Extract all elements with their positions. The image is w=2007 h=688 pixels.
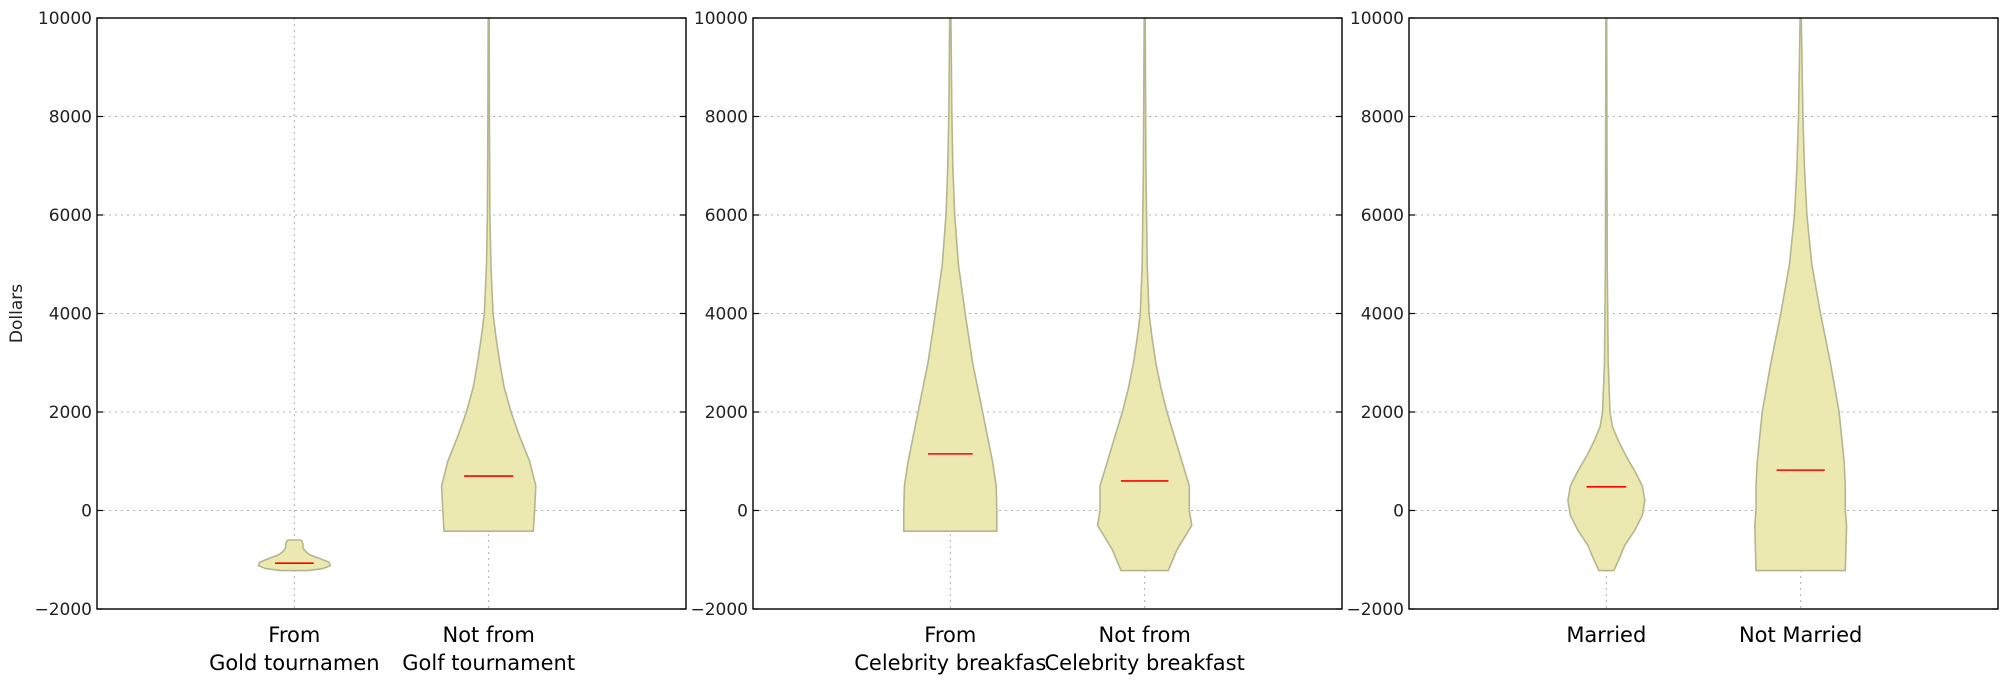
ytick-label: 2000 [49,403,92,423]
category-label-line2: Celebrity breakfas [854,651,1046,675]
category-label-line2: Golf tournament [402,651,575,675]
chart-panel-1: −2000 0 2000 4000 6000 8000 10000 From Gold tour… [7,9,687,675]
ytick-label: −2000 [34,600,92,620]
category-label-line1: Married [1566,623,1646,647]
violin-body [1753,17,1848,572]
ytick-label: 6000 [49,206,92,226]
category-label-line1: From [268,623,320,647]
ytick-label: 0 [81,502,92,522]
ytick-label: −2000 [690,600,748,620]
category-label-line1: From [924,623,976,647]
plot-frame [96,17,687,610]
ytick-label: 8000 [49,108,92,128]
ytick-label: 6000 [1361,206,1404,226]
y-axis-label: Dollars [7,284,27,343]
category-label-line1: Not from [443,623,535,647]
plot-frame [752,17,1343,610]
ytick-label: 8000 [1361,108,1404,128]
violin-body [1567,17,1646,572]
plot-frame [1408,17,1999,610]
ytick-label: 2000 [705,403,748,423]
ytick-label: 10000 [694,9,748,29]
ytick-label: 2000 [1361,403,1404,423]
ytick-label: 0 [737,502,748,522]
violin-body [440,17,537,532]
violin-body [257,539,332,572]
ytick-label: 0 [1393,502,1404,522]
category-label-line2: Gold tournamen [209,651,379,675]
violin-body [1096,17,1193,572]
category-label-line1: Not from [1099,623,1191,647]
ytick-label: 4000 [49,305,92,325]
ytick-label: 10000 [38,9,92,29]
chart-panel-3: −2000 0 2000 4000 6000 8000 10000 Married Not Ma… [1346,9,1999,647]
category-label-line1: Not Married [1739,623,1862,647]
category-label-line2: Celebrity breakfast [1044,651,1244,675]
chart-panel-2: −2000 0 2000 4000 6000 8000 10000 From Celebrity… [690,9,1343,675]
ytick-label: 6000 [705,206,748,226]
ytick-label: 4000 [1361,305,1404,325]
ytick-label: 10000 [1350,9,1404,29]
ytick-label: 8000 [705,108,748,128]
ytick-label: −2000 [1346,600,1404,620]
ytick-label: 4000 [705,305,748,325]
